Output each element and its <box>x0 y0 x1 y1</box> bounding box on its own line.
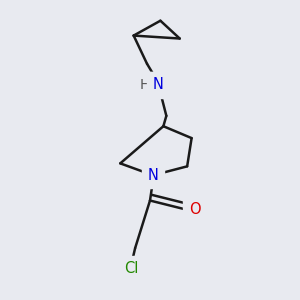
Text: Cl: Cl <box>124 261 139 276</box>
Text: H: H <box>140 78 150 92</box>
Text: N: N <box>148 168 158 183</box>
Text: N: N <box>153 77 164 92</box>
Text: O: O <box>189 202 200 217</box>
